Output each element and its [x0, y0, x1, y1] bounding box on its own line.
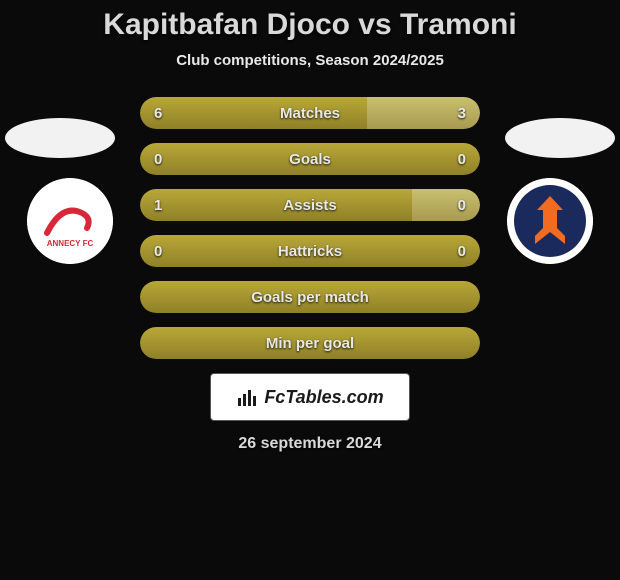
comparison-card: Kapitbafan Djoco vs Tramoni Club competi… [0, 0, 620, 453]
stat-label: Hattricks [140, 235, 480, 267]
subtitle: Club competitions, Season 2024/2025 [0, 52, 620, 69]
branding-text: FcTables.com [264, 387, 383, 408]
svg-text:ANNECY FC: ANNECY FC [47, 239, 94, 248]
player-photo-left [5, 118, 115, 158]
date-label: 26 september 2024 [0, 435, 620, 453]
tappara-logo-icon [507, 178, 593, 264]
stat-row: 10Assists [140, 189, 480, 221]
player-photo-right [505, 118, 615, 158]
stat-row: 63Matches [140, 97, 480, 129]
page-title: Kapitbafan Djoco vs Tramoni [0, 8, 620, 42]
stat-label: Goals per match [140, 281, 480, 313]
stats-list: 63Matches 00Goals 10Assists 00Hattricks Goal… [140, 97, 480, 359]
stat-row: Min per goal [140, 327, 480, 359]
chart-icon [236, 386, 258, 408]
club-logo-right [507, 178, 593, 264]
stat-label: Min per goal [140, 327, 480, 359]
annecy-logo-icon: ANNECY FC [27, 178, 113, 264]
stat-row: Goals per match [140, 281, 480, 313]
stat-row: 00Hattricks [140, 235, 480, 267]
stat-label: Assists [140, 189, 480, 221]
branding-badge[interactable]: FcTables.com [210, 373, 410, 421]
stat-row: 00Goals [140, 143, 480, 175]
stat-label: Matches [140, 97, 480, 129]
club-logo-left: ANNECY FC [27, 178, 113, 264]
stat-label: Goals [140, 143, 480, 175]
